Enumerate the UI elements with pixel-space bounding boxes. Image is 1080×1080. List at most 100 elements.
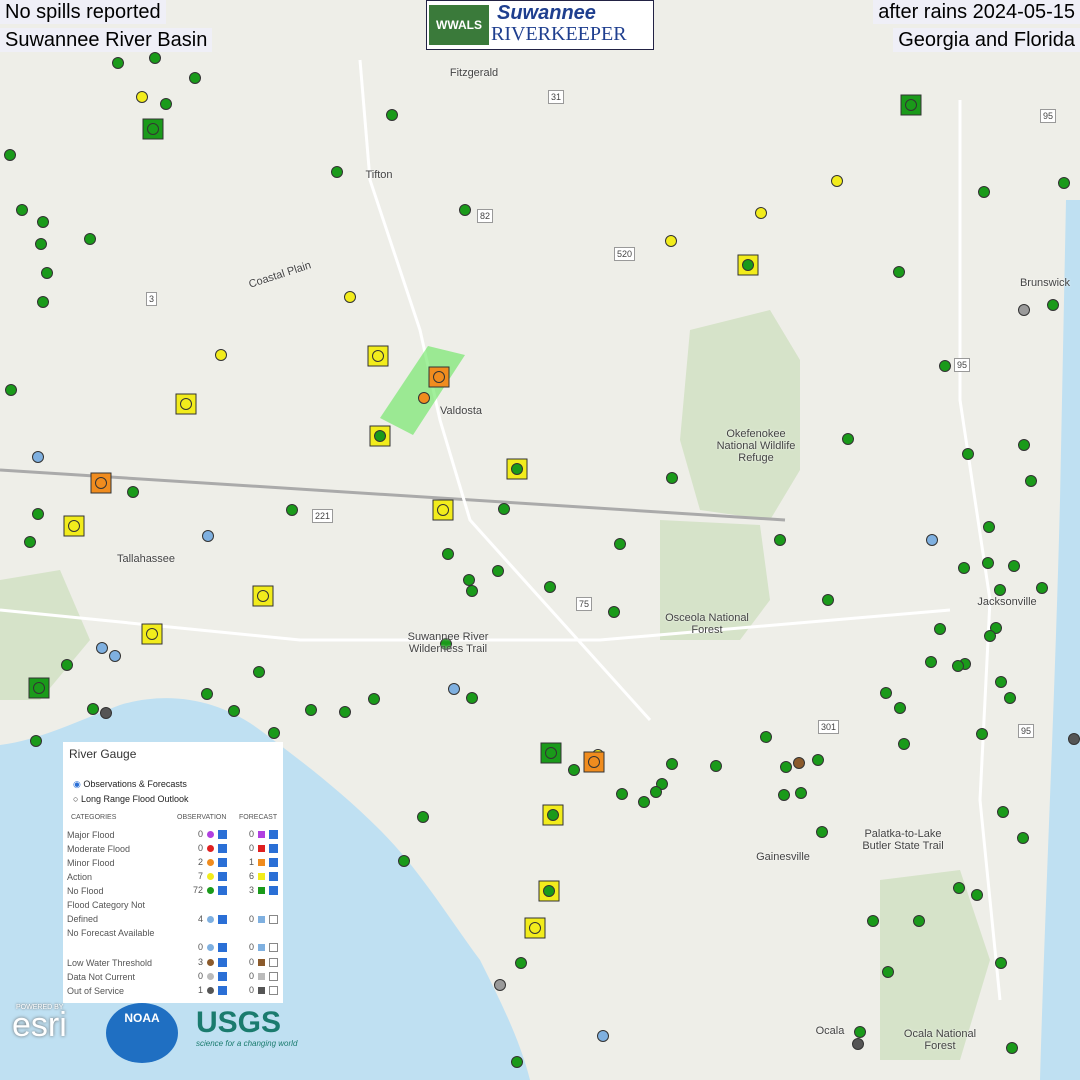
gauge-marker[interactable] xyxy=(638,796,650,808)
gauge-marker[interactable] xyxy=(529,922,541,934)
gauge-marker[interactable] xyxy=(894,702,906,714)
gauge-marker[interactable] xyxy=(189,72,201,84)
gauge-marker[interactable] xyxy=(812,754,824,766)
gauge-marker[interactable] xyxy=(588,756,600,768)
gauge-marker[interactable] xyxy=(37,216,49,228)
gauge-marker[interactable] xyxy=(831,175,843,187)
gauge-marker[interactable] xyxy=(882,966,894,978)
gauge-marker[interactable] xyxy=(666,472,678,484)
gauge-marker[interactable] xyxy=(1025,475,1037,487)
forecast-checkbox[interactable] xyxy=(269,858,278,867)
gauge-marker[interactable] xyxy=(926,534,938,546)
gauge-marker[interactable] xyxy=(511,463,523,475)
gauge-marker[interactable] xyxy=(795,787,807,799)
gauge-marker[interactable] xyxy=(386,109,398,121)
gauge-marker[interactable] xyxy=(893,266,905,278)
gauge-marker[interactable] xyxy=(755,207,767,219)
gauge-marker[interactable] xyxy=(544,581,556,593)
forecast-checkbox[interactable] xyxy=(269,958,278,967)
gauge-marker[interactable] xyxy=(492,565,504,577)
gauge-marker[interactable] xyxy=(100,707,112,719)
forecast-checkbox[interactable] xyxy=(269,886,278,895)
forecast-checkbox[interactable] xyxy=(269,972,278,981)
gauge-marker[interactable] xyxy=(149,52,161,64)
gauge-marker[interactable] xyxy=(854,1026,866,1038)
gauge-marker[interactable] xyxy=(180,398,192,410)
gauge-marker[interactable] xyxy=(982,557,994,569)
gauge-marker[interactable] xyxy=(953,882,965,894)
gauge-marker[interactable] xyxy=(286,504,298,516)
gauge-marker[interactable] xyxy=(146,628,158,640)
gauge-marker[interactable] xyxy=(665,235,677,247)
gauge-marker[interactable] xyxy=(952,660,964,672)
gauge-marker[interactable] xyxy=(597,1030,609,1042)
gauge-marker[interactable] xyxy=(398,855,410,867)
gauge-marker[interactable] xyxy=(374,430,386,442)
gauge-marker[interactable] xyxy=(466,585,478,597)
observation-checkbox[interactable] xyxy=(218,886,227,895)
gauge-marker[interactable] xyxy=(997,806,1009,818)
gauge-marker[interactable] xyxy=(463,574,475,586)
gauge-marker[interactable] xyxy=(898,738,910,750)
gauge-marker[interactable] xyxy=(228,705,240,717)
gauge-marker[interactable] xyxy=(816,826,828,838)
gauge-marker[interactable] xyxy=(547,809,559,821)
gauge-marker[interactable] xyxy=(1036,582,1048,594)
gauge-marker[interactable] xyxy=(650,786,662,798)
gauge-marker[interactable] xyxy=(1008,560,1020,572)
gauge-marker[interactable] xyxy=(905,99,917,111)
gauge-marker[interactable] xyxy=(983,521,995,533)
gauge-marker[interactable] xyxy=(466,692,478,704)
gauge-marker[interactable] xyxy=(30,735,42,747)
gauge-marker[interactable] xyxy=(257,590,269,602)
gauge-marker[interactable] xyxy=(16,204,28,216)
gauge-marker[interactable] xyxy=(778,789,790,801)
gauge-marker[interactable] xyxy=(984,630,996,642)
gauge-marker[interactable] xyxy=(253,666,265,678)
gauge-marker[interactable] xyxy=(568,764,580,776)
gauge-marker[interactable] xyxy=(202,530,214,542)
gauge-marker[interactable] xyxy=(842,433,854,445)
forecast-checkbox[interactable] xyxy=(269,943,278,952)
gauge-marker[interactable] xyxy=(33,682,45,694)
gauge-marker[interactable] xyxy=(515,957,527,969)
gauge-marker[interactable] xyxy=(201,688,213,700)
gauge-marker[interactable] xyxy=(978,186,990,198)
gauge-marker[interactable] xyxy=(822,594,834,606)
gauge-marker[interactable] xyxy=(136,91,148,103)
gauge-marker[interactable] xyxy=(867,915,879,927)
gauge-marker[interactable] xyxy=(305,704,317,716)
gauge-marker[interactable] xyxy=(32,451,44,463)
observation-checkbox[interactable] xyxy=(218,872,227,881)
gauge-marker[interactable] xyxy=(68,520,80,532)
gauge-marker[interactable] xyxy=(913,915,925,927)
gauge-marker[interactable] xyxy=(418,392,430,404)
gauge-marker[interactable] xyxy=(344,291,356,303)
gauge-marker[interactable] xyxy=(1018,439,1030,451)
gauge-marker[interactable] xyxy=(368,693,380,705)
gauge-marker[interactable] xyxy=(5,384,17,396)
gauge-marker[interactable] xyxy=(976,728,988,740)
gauge-marker[interactable] xyxy=(880,687,892,699)
gauge-marker[interactable] xyxy=(109,650,121,662)
gauge-marker[interactable] xyxy=(666,758,678,770)
observation-checkbox[interactable] xyxy=(218,915,227,924)
gauge-marker[interactable] xyxy=(994,584,1006,596)
gauge-marker[interactable] xyxy=(852,1038,864,1050)
gauge-marker[interactable] xyxy=(61,659,73,671)
gauge-marker[interactable] xyxy=(925,656,937,668)
gauge-marker[interactable] xyxy=(32,508,44,520)
gauge-marker[interactable] xyxy=(614,538,626,550)
gauge-marker[interactable] xyxy=(41,267,53,279)
observation-checkbox[interactable] xyxy=(218,958,227,967)
gauge-marker[interactable] xyxy=(437,504,449,516)
gauge-marker[interactable] xyxy=(440,638,452,650)
gauge-marker[interactable] xyxy=(96,642,108,654)
observation-checkbox[interactable] xyxy=(218,972,227,981)
gauge-marker[interactable] xyxy=(990,622,1002,634)
gauge-marker[interactable] xyxy=(459,204,471,216)
forecast-checkbox[interactable] xyxy=(269,915,278,924)
gauge-marker[interactable] xyxy=(1068,733,1080,745)
forecast-checkbox[interactable] xyxy=(269,872,278,881)
gauge-marker[interactable] xyxy=(433,371,445,383)
